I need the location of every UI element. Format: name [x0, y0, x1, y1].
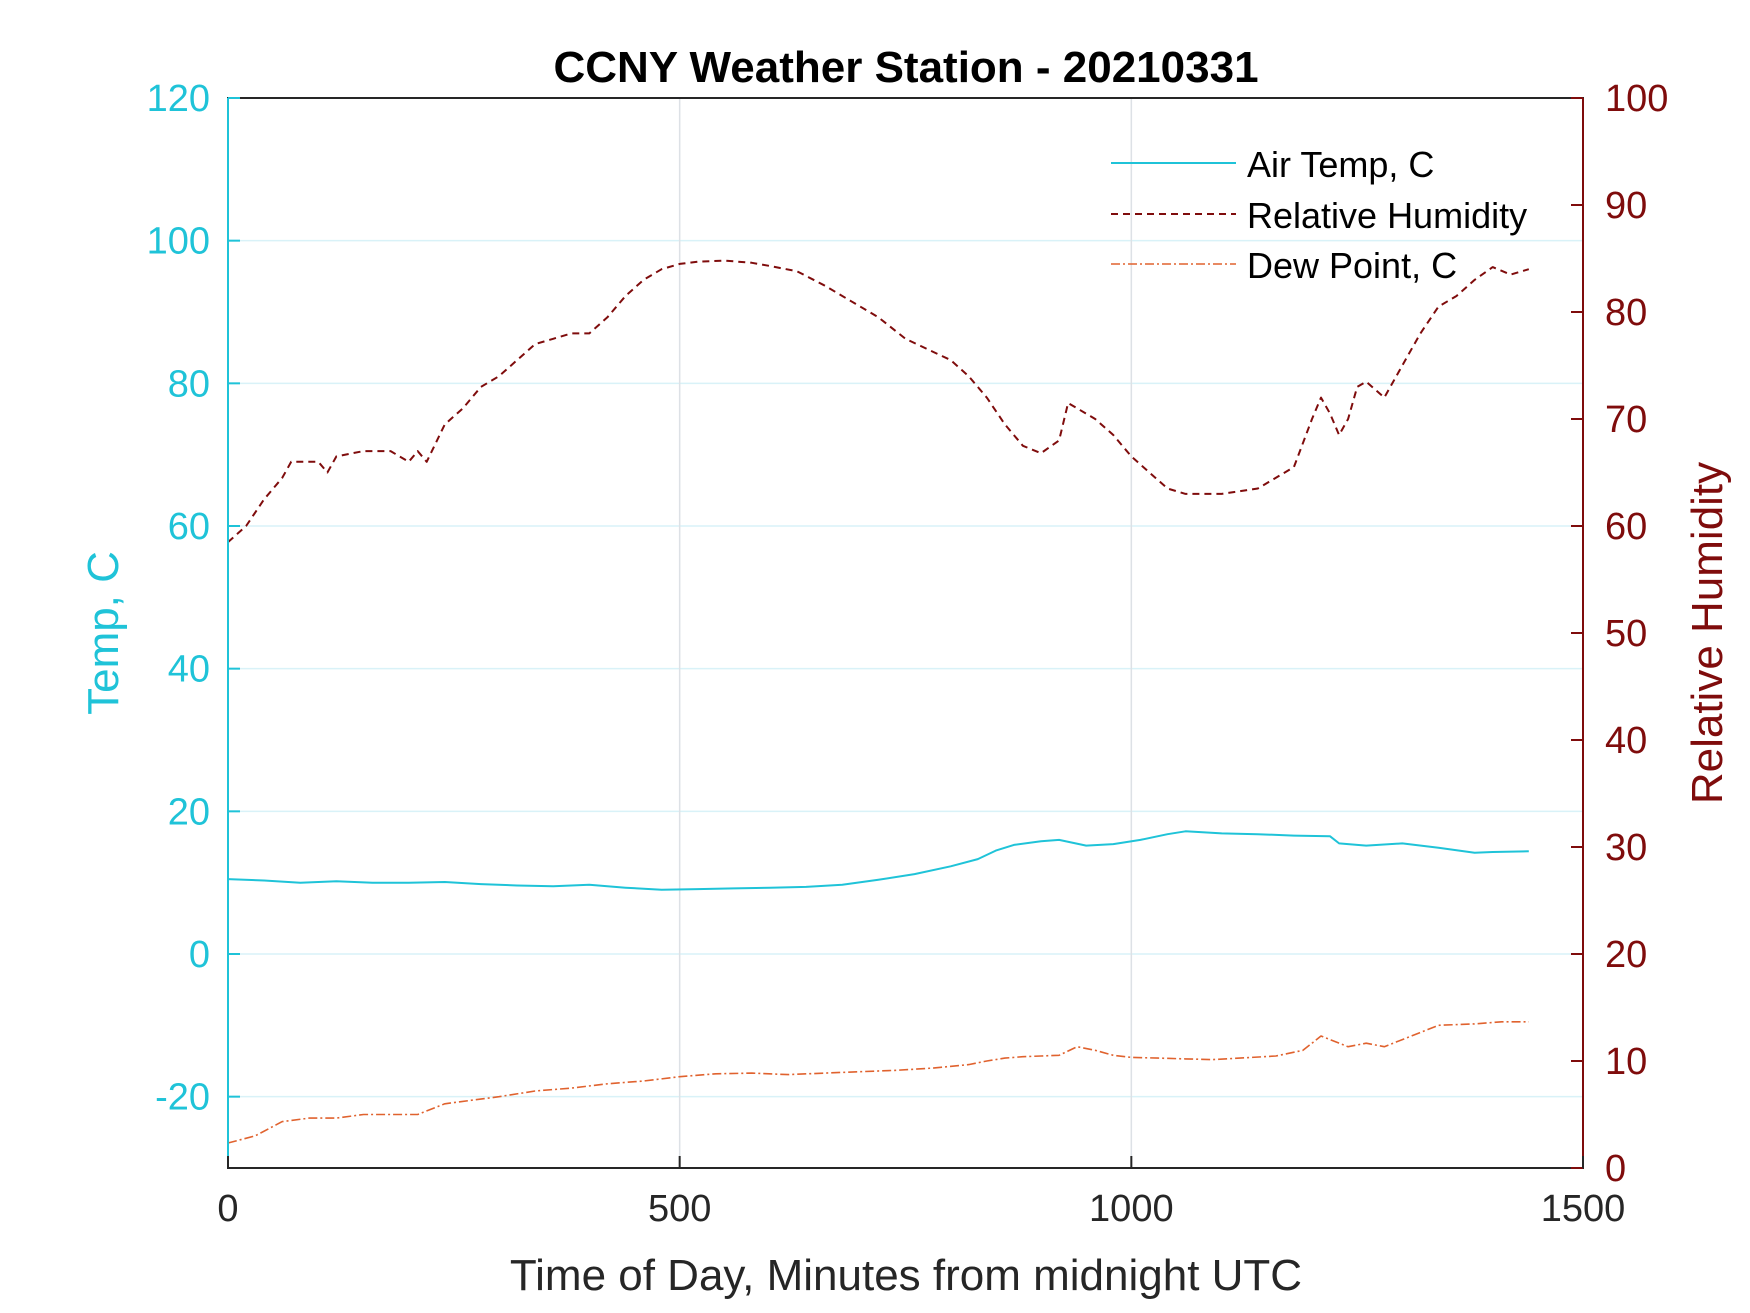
legend-label-dew-point: Dew Point, C	[1247, 245, 1457, 286]
left-axis-tick-label: 100	[147, 221, 210, 263]
left-axis-tick-label: 20	[168, 791, 210, 833]
legend: Air Temp, C Relative Humidity Dew Point,…	[1111, 144, 1527, 286]
right-axis-tick-label: 0	[1605, 1148, 1626, 1190]
x-axis: 0 500 1000 1500	[217, 1156, 1625, 1230]
legend-label-relative-humidity: Relative Humidity	[1247, 195, 1527, 236]
left-axis: -20 0 20 40 60 80 100 120	[147, 78, 240, 1168]
right-axis-tick-label: 50	[1605, 613, 1647, 655]
x-axis-label: Time of Day, Minutes from midnight UTC	[510, 1251, 1302, 1300]
right-axis-tick-label: 60	[1605, 506, 1647, 548]
right-axis-tick-label: 100	[1605, 78, 1668, 120]
left-axis-tick-label: 60	[168, 506, 210, 548]
y-axis-label-left: Temp, C	[79, 551, 128, 715]
right-axis-tick-label: 30	[1605, 827, 1647, 869]
right-axis-tick-label: 10	[1605, 1041, 1647, 1083]
left-axis-tick-label: -20	[155, 1077, 210, 1119]
right-axis: 0 10 20 30 40 50 60 70 80 90 100	[1571, 78, 1668, 1190]
left-axis-tick-label: 0	[189, 934, 210, 976]
left-axis-tick-label: 120	[147, 78, 210, 120]
series-layer	[227, 259, 1530, 1144]
right-axis-tick-label: 70	[1605, 399, 1647, 441]
right-axis-tick-label: 40	[1605, 720, 1647, 762]
y-axis-label-right: Relative Humidity	[1683, 462, 1732, 804]
right-axis-tick-label: 80	[1605, 292, 1647, 334]
chart-title: CCNY Weather Station - 20210331	[553, 43, 1258, 92]
x-axis-tick-label: 0	[217, 1188, 238, 1230]
series-dew-point	[227, 1020, 1529, 1144]
legend-label-air-temp: Air Temp, C	[1247, 144, 1434, 185]
x-axis-tick-label: 500	[648, 1188, 711, 1230]
left-axis-tick-label: 40	[168, 649, 210, 691]
x-axis-tick-label: 1500	[1541, 1188, 1626, 1230]
right-axis-tick-label: 90	[1605, 185, 1647, 227]
right-axis-tick-label: 20	[1605, 934, 1647, 976]
x-axis-tick-label: 1000	[1089, 1188, 1174, 1230]
series-air-temp	[227, 830, 1529, 891]
series-relative-humidity	[227, 259, 1530, 543]
left-axis-tick-label: 80	[168, 363, 210, 405]
